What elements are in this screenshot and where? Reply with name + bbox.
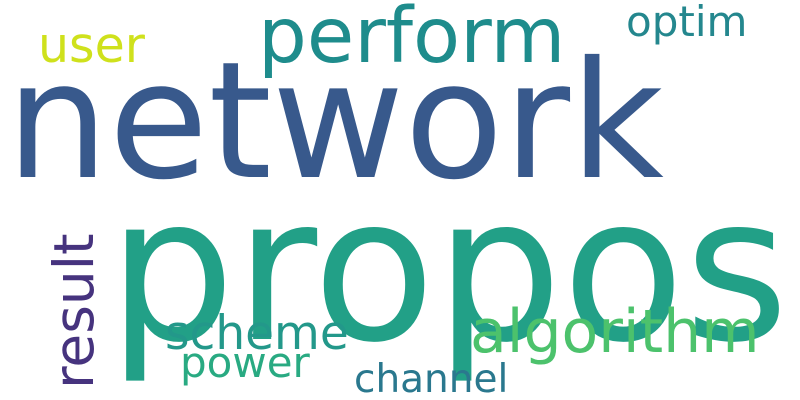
- word-user: user: [38, 17, 145, 74]
- word-perform: perform: [258, 0, 566, 81]
- word-optim: optim: [626, 0, 748, 46]
- word-network: network: [6, 28, 664, 216]
- word-scheme: scheme: [165, 306, 349, 361]
- word-power: power: [180, 338, 310, 387]
- word-algorithm: algorithm: [470, 297, 760, 367]
- word-result: result: [42, 233, 106, 389]
- word-propos: propos: [108, 154, 789, 387]
- word-channel: channel: [354, 357, 509, 400]
